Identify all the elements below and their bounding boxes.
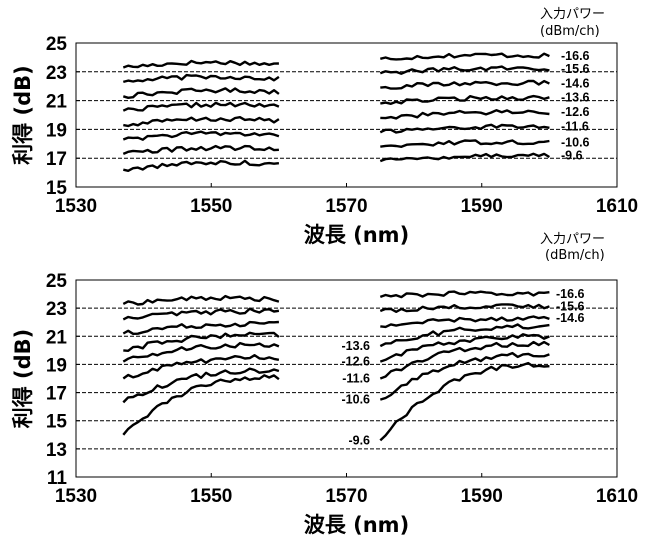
series-label: -13.6 [342,339,371,353]
y-axis-label: 利得 (dB) [11,329,35,429]
series-label: -10.6 [561,135,590,149]
series-label: -9.6 [348,433,370,447]
series-label: -15.6 [556,300,585,314]
series-line [380,79,550,90]
y-tick-label: 25 [46,271,68,292]
legend-title: 入力パワー [540,232,605,247]
x-tick-label: 1570 [325,486,367,507]
series-line [379,152,551,163]
chart-bottom: 11 13 15 17 19 21 23 25 1530 1550 1570 1590 1610 波長 (… [11,232,638,537]
legend-unit: (dBm/ch) [545,248,605,263]
y-tick-label: 17 [46,149,67,170]
series-line [122,374,280,436]
series-line [122,367,280,404]
y-tick-label: 19 [46,120,67,141]
series-label: -11.6 [561,120,589,134]
x-tick-label: 1590 [461,196,503,217]
series-label: -14.6 [556,311,585,325]
series-line [379,290,550,299]
series-label: -13.6 [561,91,590,105]
series-label: -12.6 [561,105,590,119]
series-label: -14.6 [561,76,590,90]
series-line [123,331,280,352]
y-tick-label: 13 [46,440,67,461]
y-tick-label: 15 [46,178,68,199]
series-line [122,73,280,84]
series-label: -12.6 [342,355,371,369]
series-label: -16.6 [556,287,585,301]
series-label: -10.6 [342,393,371,407]
series-line [379,303,550,313]
y-tick-label: 21 [46,92,68,113]
series-label: -9.6 [561,148,583,162]
y-tick-label: 19 [46,355,67,376]
series-line [380,139,550,148]
series-line [379,65,550,75]
series-line [122,341,280,363]
chart-top: 15 17 19 21 23 25 1530 1550 1570 1590 1610 波長 (nm) 利… [11,7,638,247]
x-tick-label: 1550 [190,486,232,507]
y-tick-label: 15 [46,412,68,433]
series-line [123,116,280,128]
series-line [122,320,279,335]
series-line [380,315,550,329]
series-line [122,294,280,306]
series-line [379,123,550,134]
x-tick-label: 1590 [461,486,503,507]
x-axis-label: 波長 (nm) [304,513,409,537]
x-tick-label: 1550 [190,196,232,217]
x-tick-label: 1530 [55,196,97,217]
x-tick-label: 1610 [596,196,638,217]
series-line [122,144,279,156]
x-axis-label: 波長 (nm) [304,223,409,247]
y-tick-label: 25 [46,34,68,55]
y-tick-label: 17 [46,384,67,405]
series-line [380,94,550,105]
y-tick-label: 11 [47,468,68,489]
series-label: -15.6 [561,62,590,76]
series-line [122,101,280,112]
legend-title: 入力パワー [540,7,605,22]
series-line [122,307,280,321]
y-axis-label: 利得 (dB) [11,65,35,165]
y-tick-label: 23 [46,63,67,84]
legend-unit: (dBm/ch) [540,24,600,39]
x-tick-label: 1570 [325,196,367,217]
series-line [379,351,550,401]
series-label: -16.6 [561,49,590,63]
y-tick-label: 23 [46,299,67,320]
y-tick-label: 21 [46,327,68,348]
series-line [122,354,280,380]
series-line [380,52,550,61]
series-line [379,333,550,363]
series-line [122,130,280,141]
series-line [122,59,279,69]
series-line [379,340,550,380]
series-line [379,361,550,442]
series-line [380,109,550,120]
series-line [379,323,550,348]
x-tick-label: 1610 [596,486,638,507]
series-line [123,159,280,172]
x-tick-label: 1530 [55,486,97,507]
series-line [122,87,280,99]
series-label: -11.6 [342,372,370,386]
